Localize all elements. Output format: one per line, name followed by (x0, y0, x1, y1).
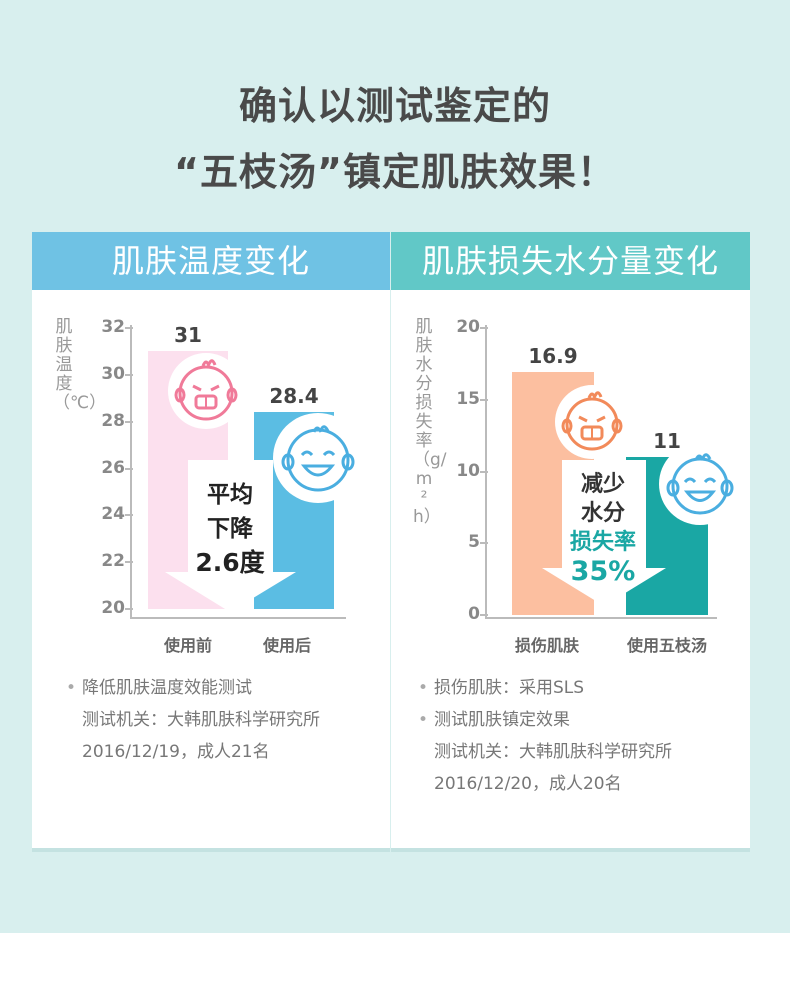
category-label: 使用后 (262, 636, 311, 655)
note-text: 2016/12/20，成人20名 (434, 774, 622, 794)
angry-baby-face-icon (168, 353, 244, 429)
category-label: 使用五枝汤 (626, 636, 707, 655)
y-tick-mark (480, 542, 488, 545)
y-tick-label: 30 (101, 363, 125, 384)
annotation-line: 损失率 (569, 530, 636, 555)
y-tick-label: 24 (101, 504, 125, 525)
annotation-line: 下降 (207, 516, 253, 542)
x-axis-line (485, 617, 717, 619)
right-test-notes: • 损伤肌肤：采用SLS • 测试肌肤镇定效果 测试机关：大韩肌肤科学研究所 201… (416, 672, 672, 800)
bar-value-label: 16.9 (528, 344, 578, 369)
bar-value-label: 28.4 (269, 384, 319, 409)
y-tick-label: 20 (101, 598, 125, 618)
y-tick-mark (125, 608, 133, 610)
y-axis-line (130, 325, 132, 619)
headline-line-1: 确认以测试鉴定的 (238, 84, 551, 128)
y-tick-mark (125, 373, 133, 376)
bar-value-label: 31 (174, 323, 202, 348)
y-tick-mark (125, 514, 133, 517)
y-tick-mark (125, 467, 133, 470)
bar-value-label: 11 (653, 429, 681, 454)
y-axis-title: 肌肤水分损失率（g/m²h） (413, 317, 447, 527)
y-tick-label: 20 (456, 317, 480, 337)
y-axis-title: 肌肤温度（℃） (53, 317, 106, 413)
note-text: 降低肌肤温度效能测试 (82, 678, 252, 698)
annotation-line: 2.6度 (195, 548, 265, 577)
note-text: 2016/12/19，成人21名 (82, 742, 270, 762)
annotation-line: 平均 (207, 482, 253, 508)
y-tick-mark (480, 398, 488, 401)
average-decrease-label: 平均 下降 2.6度 (176, 478, 284, 580)
skin-temperature-title: 肌肤温度变化 (32, 232, 390, 290)
angry-baby-face-icon (555, 385, 629, 459)
bullet-icon: • (418, 710, 429, 730)
y-tick-label: 15 (456, 388, 480, 409)
down-arrow-icon (542, 460, 666, 606)
y-tick-label: 28 (101, 410, 125, 431)
y-tick-label: 5 (468, 532, 480, 553)
annotation-line: 35% (570, 556, 636, 587)
happy-baby-face-icon (273, 413, 363, 503)
note-text: 损伤肌肤：采用SLS (434, 678, 585, 698)
moisture-loss-decrease-label: 减少 水分 损失率 35% (548, 470, 658, 586)
y-tick-label: 22 (101, 551, 125, 572)
category-label: 损伤肌肤 (514, 636, 579, 655)
y-tick-mark (480, 327, 488, 329)
category-label: 使用前 (163, 636, 212, 655)
left-test-notes: • 降低肌肤温度效能测试 测试机关：大韩肌肤科学研究所 2016/12/19，成人… (64, 672, 320, 768)
down-arrow-icon (165, 460, 296, 612)
bullet-icon: • (66, 678, 77, 698)
y-tick-mark (480, 470, 488, 473)
y-tick-label: 26 (101, 457, 125, 478)
moisture-loss-title: 肌肤损失水分量变化 (391, 232, 750, 290)
note-text: 测试机关：大韩肌肤科学研究所 (82, 710, 320, 730)
bullet-icon: • (418, 678, 429, 698)
x-axis-line (130, 617, 346, 619)
y-tick-label: 32 (101, 317, 125, 337)
headline-line-2: “五枝汤”镇定肌肤效果！ (174, 150, 616, 194)
annotation-line: 减少 (580, 472, 625, 497)
y-tick-label: 10 (456, 460, 480, 481)
happy-baby-face-icon (659, 443, 741, 525)
y-tick-label: 0 (468, 604, 480, 624)
y-tick-mark (125, 327, 133, 329)
y-tick-mark (125, 420, 133, 423)
annotation-line: 水分 (580, 501, 625, 526)
note-text: 测试肌肤镇定效果 (434, 710, 570, 730)
note-text: 测试机关：大韩肌肤科学研究所 (434, 742, 672, 762)
y-tick-mark (480, 614, 488, 616)
y-tick-mark (125, 561, 133, 564)
